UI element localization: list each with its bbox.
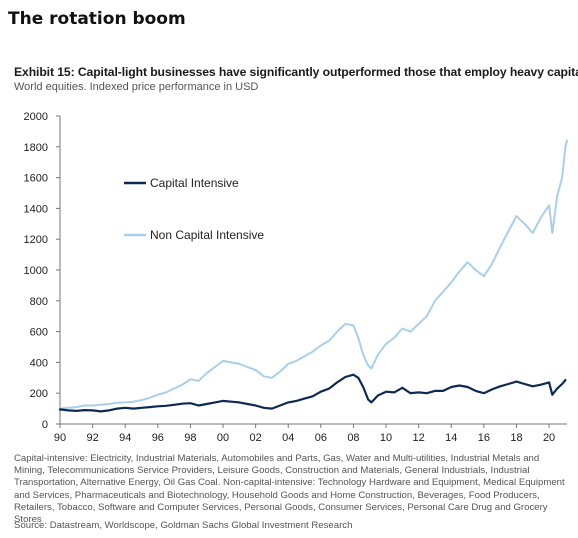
y-tick-label: 1400 [24,203,48,215]
legend-item-non-capital-intensive-label: Non Capital Intensive [150,228,264,242]
x-tick-label: 08 [347,432,359,444]
x-tick-label: 90 [54,432,66,444]
y-tick-label: 1200 [24,234,48,246]
y-tick-label: 1800 [24,142,48,154]
x-tick-label: 14 [445,432,457,444]
chart-legend: Capital Intensive Non Capital Intensive [124,176,264,242]
y-tick-label: 800 [30,296,48,308]
x-tick-label: 06 [315,432,327,444]
x-tick-label: 12 [413,432,425,444]
footnote: Capital-intensive: Electricity, Industri… [14,453,565,526]
x-tick-label: 16 [478,432,490,444]
y-tick-label: 200 [30,388,48,400]
x-tick-label: 10 [380,432,392,444]
page-title: The rotation boom [8,9,186,29]
y-tick-label: 2000 [24,111,48,123]
x-tick-label: 94 [119,432,131,444]
x-tick-label: 04 [282,432,294,444]
y-tick-label: 0 [42,419,48,431]
chart-series [58,139,568,413]
x-tick-label: 96 [152,432,164,444]
series-line-non-capital-intensive [59,139,568,410]
y-tick-label: 1000 [24,265,48,277]
x-tick-label: 20 [543,432,555,444]
x-tick-label: 18 [510,432,522,444]
legend-item-capital-intensive-label: Capital Intensive [150,176,239,190]
y-tick-label: 1600 [24,173,48,185]
x-tick-label: 98 [184,432,196,444]
x-tick-label: 92 [86,432,98,444]
x-tick-label: 00 [217,432,229,444]
exhibit-subtitle: World equities. Indexed price performanc… [14,81,259,93]
y-tick-label: 600 [30,327,48,339]
exhibit-title: Exhibit 15: Capital-light businesses hav… [14,65,578,79]
y-tick-label: 400 [30,357,48,369]
source-note: Source: Datastream, Worldscope, Goldman … [14,520,353,531]
series-line-capital-intensive [58,373,567,413]
x-tick-label: 02 [250,432,262,444]
